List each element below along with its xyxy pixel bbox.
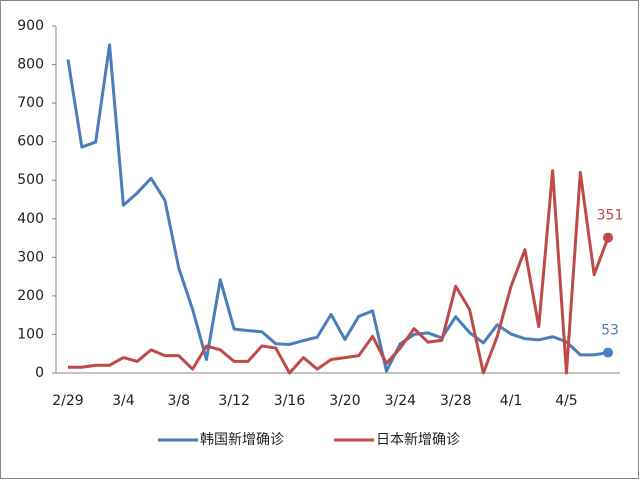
- x-tick-label: 3/8: [168, 393, 191, 409]
- legend-label: 日本新增确诊: [376, 432, 460, 448]
- y-tick-label: 300: [17, 249, 44, 265]
- data-label: 53: [601, 323, 619, 339]
- y-tick-label: 400: [17, 211, 44, 227]
- x-tick-label: 3/16: [274, 393, 306, 409]
- y-tick-label: 200: [17, 288, 44, 304]
- x-tick-label: 3/28: [440, 393, 471, 409]
- x-tick-label: 3/24: [385, 393, 417, 409]
- y-tick-label: 700: [17, 95, 44, 111]
- x-tick-label: 2/29: [52, 393, 83, 409]
- y-tick-label: 500: [17, 172, 44, 188]
- data-label: 351: [597, 208, 624, 224]
- series-line: [66, 43, 609, 373]
- legend-label: 韩国新增确诊: [200, 432, 284, 448]
- y-tick-label: 600: [17, 134, 44, 150]
- y-tick-label: 0: [35, 365, 44, 381]
- x-tick-label: 3/12: [218, 393, 249, 409]
- x-tick-label: 4/5: [555, 393, 578, 409]
- end-marker: [603, 232, 613, 243]
- series-line: [68, 169, 610, 375]
- y-tick-label: 900: [17, 18, 44, 34]
- end-marker: [603, 347, 613, 358]
- x-tick-label: 3/20: [329, 393, 360, 409]
- y-tick-label: 800: [17, 57, 44, 73]
- y-tick-label: 100: [17, 326, 44, 342]
- x-tick-label: 4/1: [500, 393, 523, 409]
- x-tick-label: 3/4: [112, 393, 135, 409]
